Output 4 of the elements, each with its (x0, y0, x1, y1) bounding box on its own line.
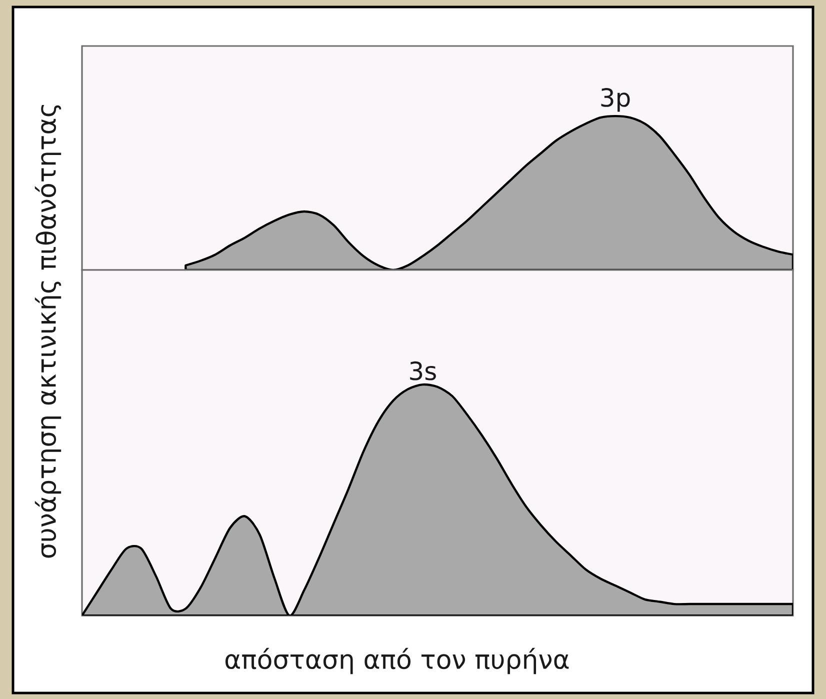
series-label: 3s (410, 361, 436, 380)
series-label: 3p (601, 88, 630, 112)
x-axis-title: απόσταση από τον πυρήνα (225, 648, 569, 674)
y-axis-title: συνάρτηση ακτινικής πιθανότητας (34, 105, 62, 558)
